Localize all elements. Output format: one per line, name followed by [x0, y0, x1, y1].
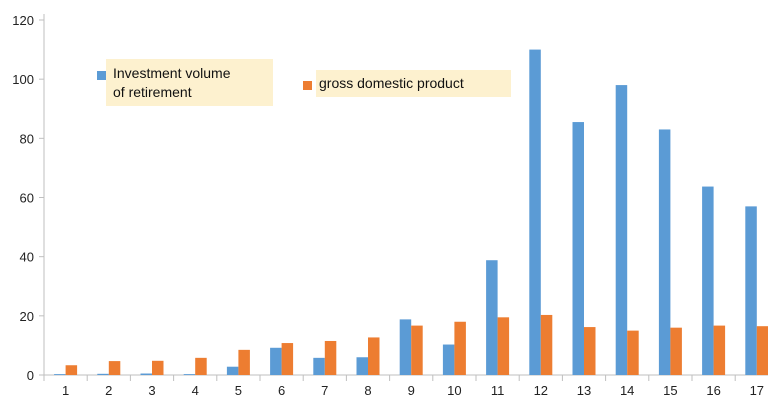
bar-investment: [745, 206, 757, 375]
x-tick-label: 12: [534, 383, 548, 397]
y-tick-label: 20: [20, 309, 34, 324]
y-tick-label: 60: [20, 191, 34, 206]
bar-gdp: [324, 340, 337, 375]
bar-gdp: [713, 325, 726, 375]
bar-investment: [226, 366, 239, 375]
bar-gdp: [281, 343, 294, 375]
bar-investment: [356, 357, 368, 375]
legend-item-investment: Investment volume of retirement: [97, 64, 231, 102]
bar-investment: [615, 85, 628, 375]
x-tick-label: 10: [447, 383, 461, 397]
x-tick-label: 17: [750, 383, 764, 397]
x-tick-label: 7: [321, 383, 328, 397]
x-tick-label: 13: [577, 383, 591, 397]
bar-gdp: [368, 337, 380, 375]
legend-box-gdp: gross domestic product: [303, 70, 511, 97]
y-axis: 0 20 40 60 80 100 120: [12, 13, 45, 383]
bar-gdp: [627, 330, 639, 375]
bar-investment: [529, 49, 541, 375]
bar-gdp: [670, 327, 682, 375]
bars: [54, 49, 768, 375]
bar-gdp: [584, 327, 596, 375]
x-tick-label: 8: [364, 383, 371, 397]
bar-investment: [313, 357, 325, 375]
y-tick-label: 0: [27, 368, 34, 383]
x-tick-label: 16: [706, 383, 720, 397]
y-tick-label: 80: [20, 131, 34, 146]
x-tick-label: 2: [105, 383, 112, 397]
x-tick-label: 6: [278, 383, 285, 397]
x-tick-label: 15: [663, 383, 677, 397]
bar-gdp: [497, 317, 510, 375]
bar-gdp: [65, 365, 78, 375]
y-tick-label: 40: [20, 250, 34, 265]
legend-label-investment: Investment volume of retirement: [113, 64, 231, 102]
legend-label-investment-line2: of retirement: [113, 84, 192, 100]
legend-item-gdp: gross domestic product: [303, 74, 464, 93]
bar-investment: [97, 373, 109, 375]
legend-swatch-investment: [97, 71, 106, 80]
bar-investment: [442, 344, 455, 375]
legend-label-investment-line1: Investment volume: [113, 65, 231, 81]
x-tick-label: 14: [620, 383, 634, 397]
bar-gdp: [756, 326, 768, 375]
y-tick-label: 100: [12, 72, 34, 87]
legend-swatch-gdp: [303, 81, 312, 90]
legend-label-gdp: gross domestic product: [319, 75, 464, 91]
bar-investment: [572, 122, 584, 375]
y-tick-label: 120: [12, 13, 34, 28]
bar-gdp: [411, 325, 423, 375]
x-tick-label: 3: [148, 383, 155, 397]
x-tick-label: 9: [408, 383, 415, 397]
bar-investment: [140, 373, 152, 375]
bar-gdp: [540, 314, 553, 375]
x-tick-label: 1: [62, 383, 69, 397]
bar-investment: [399, 319, 412, 375]
bar-investment: [486, 260, 498, 375]
bar-gdp: [152, 360, 164, 375]
bar-gdp: [238, 349, 250, 375]
bar-investment: [183, 374, 196, 375]
bar-gdp: [454, 321, 466, 375]
bar-investment: [702, 186, 714, 375]
x-tick-label: 5: [235, 383, 242, 397]
bar-gdp: [195, 357, 207, 375]
legend-box-investment: Investment volume of retirement: [97, 59, 273, 106]
x-tick-label: 11: [491, 383, 505, 397]
bar-gdp: [108, 361, 121, 375]
bar-investment: [658, 129, 671, 375]
bar-investment: [270, 347, 282, 375]
bar-investment: [54, 374, 66, 375]
x-axis: 1 2 3 4 5 6 7 8 9 10 11 12 13 14 15 16 17: [43, 374, 768, 397]
x-tick-label: 4: [192, 383, 199, 397]
